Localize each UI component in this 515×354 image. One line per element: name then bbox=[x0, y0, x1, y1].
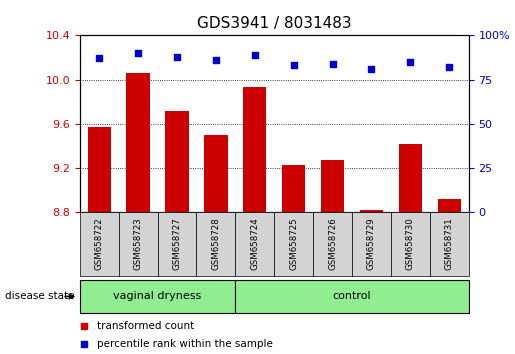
Bar bbox=[430, 212, 469, 276]
Text: GSM658730: GSM658730 bbox=[406, 217, 415, 270]
Text: GSM658726: GSM658726 bbox=[328, 217, 337, 270]
Text: percentile rank within the sample: percentile rank within the sample bbox=[97, 339, 273, 349]
Bar bbox=[243, 87, 266, 212]
Bar bbox=[235, 280, 469, 313]
Bar bbox=[313, 212, 352, 276]
Text: transformed count: transformed count bbox=[97, 321, 195, 331]
Point bbox=[134, 50, 142, 56]
Text: vaginal dryness: vaginal dryness bbox=[113, 291, 202, 302]
Bar bbox=[88, 127, 111, 212]
Point bbox=[173, 54, 181, 59]
Text: disease state: disease state bbox=[5, 291, 75, 302]
Bar bbox=[197, 212, 235, 276]
Point bbox=[367, 66, 375, 72]
Text: GSM658727: GSM658727 bbox=[173, 217, 181, 270]
Text: GSM658731: GSM658731 bbox=[445, 217, 454, 270]
Bar bbox=[80, 280, 235, 313]
Bar bbox=[204, 135, 228, 212]
Text: GSM658722: GSM658722 bbox=[95, 217, 104, 270]
Point bbox=[445, 64, 453, 70]
Point bbox=[406, 59, 415, 65]
Bar bbox=[399, 144, 422, 212]
Bar bbox=[360, 210, 383, 212]
Text: GSM658729: GSM658729 bbox=[367, 217, 376, 270]
Point bbox=[289, 63, 298, 68]
Text: GSM658724: GSM658724 bbox=[250, 217, 259, 270]
Point bbox=[251, 52, 259, 58]
Bar bbox=[321, 160, 344, 212]
Text: control: control bbox=[333, 291, 371, 302]
Bar bbox=[438, 199, 461, 212]
Bar bbox=[352, 212, 391, 276]
Text: GSM658725: GSM658725 bbox=[289, 217, 298, 270]
Bar bbox=[235, 212, 274, 276]
Text: GSM658723: GSM658723 bbox=[134, 217, 143, 270]
Bar bbox=[274, 212, 313, 276]
Point bbox=[95, 56, 104, 61]
Point bbox=[212, 57, 220, 63]
Title: GDS3941 / 8031483: GDS3941 / 8031483 bbox=[197, 16, 352, 32]
Text: GSM658728: GSM658728 bbox=[212, 217, 220, 270]
Bar bbox=[282, 165, 305, 212]
Bar bbox=[80, 212, 119, 276]
Bar bbox=[165, 110, 188, 212]
Bar bbox=[391, 212, 430, 276]
Point bbox=[329, 61, 337, 67]
Bar bbox=[158, 212, 197, 276]
Bar bbox=[118, 212, 158, 276]
Bar bbox=[127, 73, 150, 212]
